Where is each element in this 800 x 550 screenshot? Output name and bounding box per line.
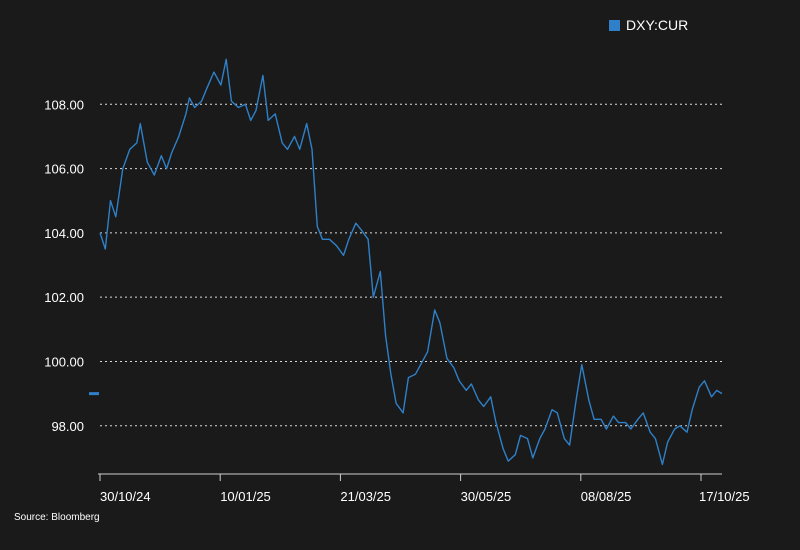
y-tick-label: 98.00 xyxy=(51,419,84,434)
legend-label: DXY:CUR xyxy=(626,17,689,33)
series-line-dxy xyxy=(99,58,723,466)
y-tick-label: 108.00 xyxy=(44,97,84,112)
y-tick-label: 104.00 xyxy=(44,226,84,241)
y-tick-label: 102.00 xyxy=(44,290,84,305)
last-price-marker xyxy=(89,392,99,396)
grid-lines xyxy=(100,103,722,427)
x-axis-ticks: 30/10/24 10/01/25 21/03/25 30/05/25 08/08/25… xyxy=(99,474,750,504)
y-axis-tick-labels: 98.00 100.00 102.00 104.00 106.00 108.00 xyxy=(44,97,84,433)
x-tick-label: 21/03/25 xyxy=(340,489,391,504)
y-tick-label: 100.00 xyxy=(44,354,84,369)
legend-swatch xyxy=(609,19,620,31)
x-tick-label: 30/05/25 xyxy=(461,489,512,504)
y-tick-label: 106.00 xyxy=(44,162,84,177)
x-tick-label: 30/10/24 xyxy=(100,489,151,504)
x-tick-label: 10/01/25 xyxy=(220,489,271,504)
x-tick-label: 17/10/25 xyxy=(699,489,750,504)
legend: DXY:CUR xyxy=(609,17,688,33)
x-tick-label: 08/08/25 xyxy=(581,489,632,504)
source-note: Source: Bloomberg xyxy=(14,512,100,523)
